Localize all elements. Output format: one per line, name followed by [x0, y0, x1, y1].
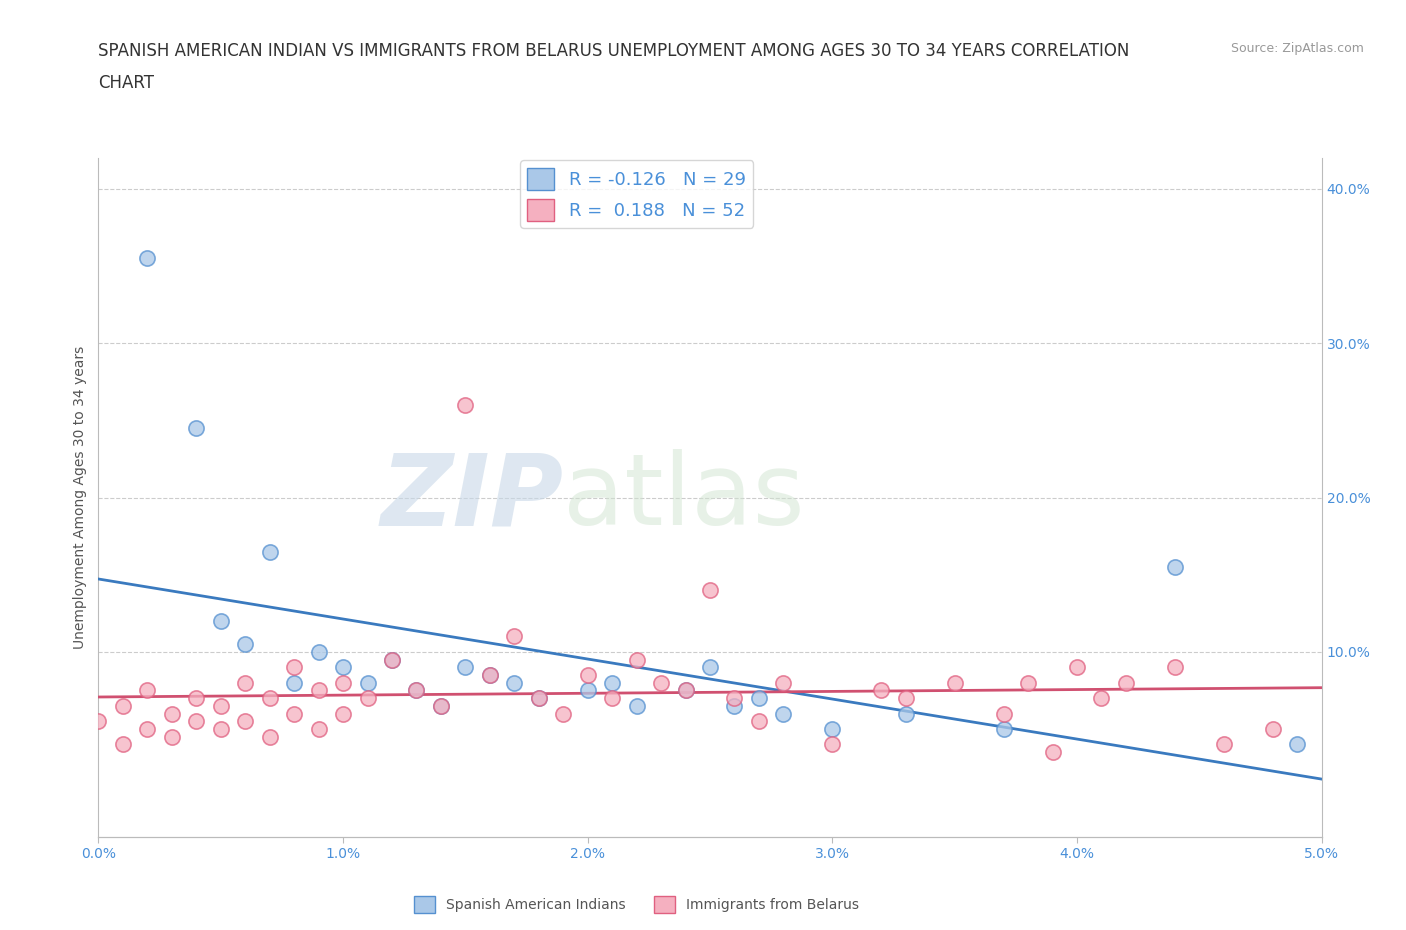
Point	[136, 251, 159, 266]
Point	[259, 729, 281, 744]
Point	[209, 614, 232, 629]
Point	[503, 629, 526, 644]
Point	[576, 683, 599, 698]
Point	[308, 644, 330, 659]
Point	[405, 683, 427, 698]
Point	[356, 675, 378, 690]
Point	[723, 691, 745, 706]
Point	[332, 660, 354, 675]
Point	[332, 706, 354, 721]
Point	[381, 652, 404, 667]
Point	[430, 698, 453, 713]
Point	[356, 691, 378, 706]
Point	[136, 722, 159, 737]
Point	[527, 691, 550, 706]
Point	[283, 706, 305, 721]
Point	[233, 675, 256, 690]
Point	[723, 698, 745, 713]
Point	[478, 668, 501, 683]
Point	[283, 675, 305, 690]
Point	[943, 675, 966, 690]
Point	[259, 544, 281, 559]
Point	[233, 637, 256, 652]
Point	[870, 683, 893, 698]
Point	[209, 722, 232, 737]
Point	[600, 675, 623, 690]
Point	[1261, 722, 1284, 737]
Point	[1164, 560, 1187, 575]
Point	[699, 583, 721, 598]
Point	[1115, 675, 1137, 690]
Point	[748, 714, 770, 729]
Point	[308, 683, 330, 698]
Point	[308, 722, 330, 737]
Point	[1090, 691, 1112, 706]
Point	[527, 691, 550, 706]
Legend: Spanish American Indians, Immigrants from Belarus: Spanish American Indians, Immigrants fro…	[409, 890, 865, 918]
Point	[1212, 737, 1234, 751]
Point	[553, 706, 575, 721]
Point	[772, 675, 794, 690]
Point	[576, 668, 599, 683]
Point	[600, 691, 623, 706]
Point	[381, 652, 404, 667]
Point	[405, 683, 427, 698]
Point	[478, 668, 501, 683]
Y-axis label: Unemployment Among Ages 30 to 34 years: Unemployment Among Ages 30 to 34 years	[73, 346, 87, 649]
Point	[111, 737, 134, 751]
Text: CHART: CHART	[98, 74, 155, 92]
Point	[1042, 745, 1064, 760]
Point	[186, 691, 208, 706]
Point	[821, 737, 844, 751]
Point	[772, 706, 794, 721]
Point	[821, 722, 844, 737]
Point	[160, 729, 183, 744]
Point	[136, 683, 159, 698]
Text: SPANISH AMERICAN INDIAN VS IMMIGRANTS FROM BELARUS UNEMPLOYMENT AMONG AGES 30 TO: SPANISH AMERICAN INDIAN VS IMMIGRANTS FR…	[98, 42, 1130, 60]
Point	[454, 660, 477, 675]
Point	[430, 698, 453, 713]
Point	[626, 698, 648, 713]
Point	[283, 660, 305, 675]
Point	[503, 675, 526, 690]
Point	[699, 660, 721, 675]
Point	[233, 714, 256, 729]
Point	[675, 683, 697, 698]
Point	[993, 706, 1015, 721]
Point	[675, 683, 697, 698]
Point	[87, 714, 110, 729]
Point	[186, 714, 208, 729]
Point	[650, 675, 672, 690]
Point	[259, 691, 281, 706]
Point	[186, 420, 208, 435]
Point	[454, 397, 477, 412]
Point	[1017, 675, 1039, 690]
Point	[1286, 737, 1309, 751]
Text: ZIP: ZIP	[380, 449, 564, 546]
Point	[1164, 660, 1187, 675]
Point	[111, 698, 134, 713]
Point	[209, 698, 232, 713]
Text: Source: ZipAtlas.com: Source: ZipAtlas.com	[1230, 42, 1364, 55]
Point	[160, 706, 183, 721]
Point	[894, 706, 917, 721]
Text: atlas: atlas	[564, 449, 804, 546]
Point	[1066, 660, 1088, 675]
Point	[332, 675, 354, 690]
Point	[748, 691, 770, 706]
Point	[993, 722, 1015, 737]
Point	[894, 691, 917, 706]
Point	[626, 652, 648, 667]
